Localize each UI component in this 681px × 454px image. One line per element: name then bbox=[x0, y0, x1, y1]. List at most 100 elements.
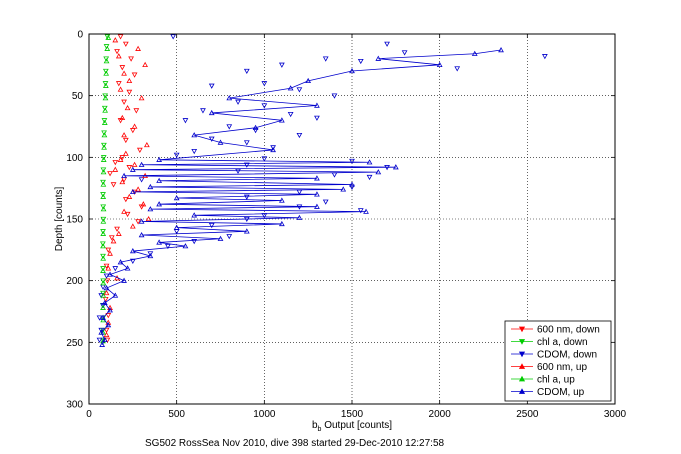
data-point bbox=[105, 247, 112, 253]
data-point bbox=[119, 155, 126, 161]
x-tick-label: 2000 bbox=[429, 409, 452, 420]
data-point bbox=[392, 164, 399, 170]
y-tick-label: 200 bbox=[66, 276, 83, 287]
data-point bbox=[100, 167, 107, 173]
data-point bbox=[119, 114, 126, 121]
x-tick-label: 1500 bbox=[341, 409, 364, 420]
data-point bbox=[100, 193, 107, 199]
data-point bbox=[208, 136, 215, 142]
data-point bbox=[131, 123, 138, 129]
data-point bbox=[287, 112, 294, 118]
data-point bbox=[131, 161, 138, 167]
data-point bbox=[100, 314, 106, 320]
data-point bbox=[115, 230, 122, 236]
data-point bbox=[121, 70, 127, 76]
data-point bbox=[191, 212, 198, 218]
data-point bbox=[133, 108, 140, 114]
data-point bbox=[135, 186, 141, 192]
data-point bbox=[107, 250, 113, 256]
y-tick-label: 150 bbox=[66, 215, 83, 226]
data-point bbox=[98, 327, 105, 334]
data-point bbox=[124, 104, 131, 111]
data-point bbox=[103, 263, 110, 269]
legend-marker bbox=[518, 363, 526, 369]
data-layer bbox=[96, 34, 548, 347]
data-point bbox=[349, 158, 355, 165]
data-point bbox=[384, 41, 390, 47]
data-point bbox=[126, 89, 133, 95]
data-point bbox=[96, 315, 103, 321]
data-point bbox=[182, 118, 189, 124]
x-axis-label-sub: b bbox=[318, 426, 322, 433]
data-point bbox=[105, 34, 112, 40]
data-point bbox=[261, 81, 268, 87]
data-point bbox=[122, 137, 129, 144]
data-point bbox=[270, 146, 276, 153]
data-point bbox=[331, 93, 338, 99]
data-point bbox=[100, 155, 107, 161]
data-point bbox=[136, 147, 143, 153]
data-point bbox=[243, 140, 250, 146]
data-point bbox=[217, 139, 224, 145]
data-point bbox=[102, 81, 109, 87]
data-point bbox=[122, 41, 129, 47]
data-point bbox=[147, 252, 154, 259]
data-point bbox=[278, 62, 285, 68]
x-axis-label: bb Output [counts] bbox=[312, 420, 392, 433]
data-point bbox=[138, 218, 145, 224]
data-point bbox=[100, 253, 106, 260]
data-point bbox=[100, 292, 107, 298]
data-point bbox=[121, 99, 127, 105]
data-point bbox=[105, 319, 112, 325]
data-point bbox=[100, 230, 107, 236]
data-point bbox=[103, 289, 110, 296]
data-point bbox=[252, 128, 259, 134]
data-point bbox=[101, 132, 108, 138]
data-point bbox=[366, 174, 373, 181]
data-point bbox=[142, 61, 148, 67]
data-point bbox=[105, 322, 112, 328]
data-point bbox=[287, 85, 294, 91]
data-point bbox=[101, 336, 108, 343]
data-point bbox=[357, 58, 364, 65]
data-point bbox=[173, 152, 180, 158]
data-point bbox=[129, 188, 136, 195]
data-point bbox=[217, 235, 224, 241]
series-4 bbox=[100, 34, 112, 344]
data-point bbox=[147, 183, 154, 190]
data-point bbox=[103, 70, 110, 76]
data-point bbox=[102, 93, 109, 99]
data-point bbox=[243, 68, 250, 75]
data-point bbox=[105, 265, 112, 271]
data-point bbox=[112, 166, 119, 172]
legend-marker bbox=[518, 351, 526, 358]
data-point bbox=[140, 201, 147, 207]
series-2 bbox=[96, 34, 548, 343]
data-point bbox=[119, 65, 126, 71]
data-point bbox=[135, 45, 141, 51]
legend-marker bbox=[518, 388, 526, 394]
data-point bbox=[135, 219, 141, 225]
data-point bbox=[101, 130, 107, 136]
data-point bbox=[102, 95, 109, 101]
data-point bbox=[114, 49, 120, 55]
data-point bbox=[103, 331, 110, 338]
data-point bbox=[124, 211, 131, 218]
data-point bbox=[100, 169, 107, 175]
data-point bbox=[103, 327, 110, 334]
data-point bbox=[375, 169, 382, 175]
data-point bbox=[145, 215, 152, 222]
figure-caption: SG502 RossSea Nov 2010, dive 398 started… bbox=[145, 438, 445, 449]
data-point bbox=[112, 160, 119, 166]
data-point bbox=[112, 37, 119, 43]
x-tick-label: 2500 bbox=[516, 409, 539, 420]
legend-label: CDOM, up bbox=[537, 387, 585, 398]
data-point bbox=[99, 341, 106, 347]
legend-label: chl a, down bbox=[537, 337, 588, 348]
data-point bbox=[100, 304, 106, 310]
data-point bbox=[191, 132, 198, 138]
data-point bbox=[208, 223, 215, 229]
data-point bbox=[208, 83, 215, 89]
data-point bbox=[100, 267, 106, 273]
